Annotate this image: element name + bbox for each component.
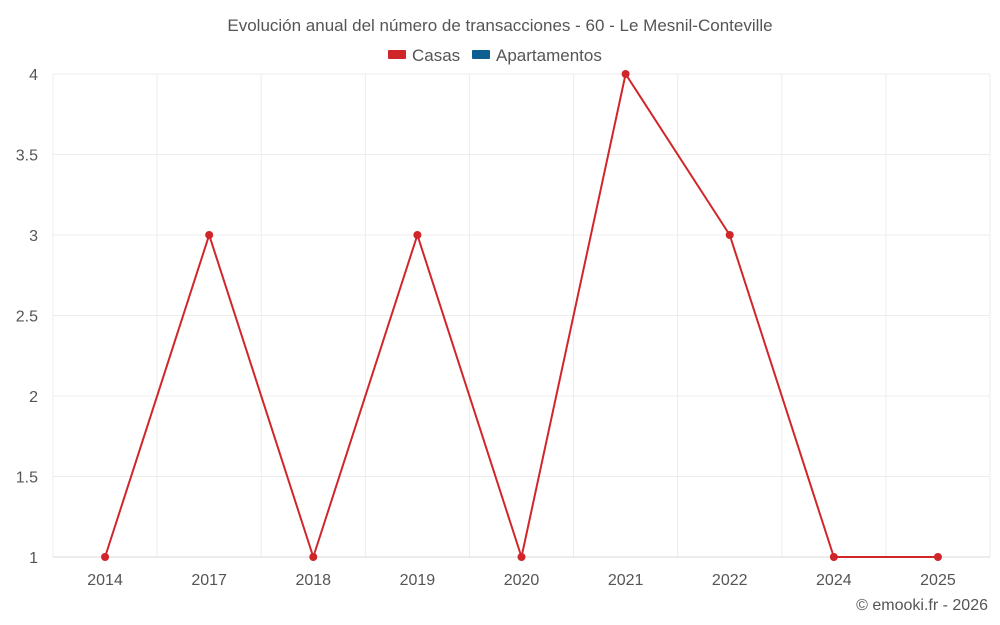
- legend-swatch-casas: [388, 50, 406, 59]
- x-axis: 2014 2017 2018 2019 2020 2021 2022 2024 2025: [53, 556, 990, 589]
- data-point-casas-2020[interactable]: [517, 553, 526, 561]
- legend-item-casas[interactable]: Casas: [388, 46, 460, 65]
- chart-title: Evolución anual del número de transaccio…: [227, 16, 772, 35]
- data-point-casas-2025[interactable]: [933, 553, 942, 561]
- data-point-casas-2018[interactable]: [309, 553, 318, 561]
- series-casas: [101, 70, 942, 561]
- x-tick-label: 2021: [608, 572, 644, 589]
- grid: [52, 73, 991, 558]
- data-point-casas-2022[interactable]: [725, 231, 734, 239]
- legend-label-casas: Casas: [412, 46, 460, 65]
- legend-item-apartamentos[interactable]: Apartamentos: [472, 46, 602, 65]
- credit: © emooki.fr - 2026: [856, 597, 988, 614]
- x-tick-label: 2014: [87, 572, 123, 589]
- legend-swatch-apartamentos: [472, 50, 490, 59]
- y-tick-label: 1.5: [16, 470, 38, 487]
- y-tick-label: 3.5: [16, 148, 38, 165]
- data-point-casas-2019[interactable]: [413, 231, 422, 239]
- x-tick-label: 2020: [504, 572, 540, 589]
- y-tick-label: 4: [29, 67, 38, 84]
- y-tick-label: 2: [29, 389, 38, 406]
- y-axis: 1 1.5 2 2.5 3 3.5 4: [16, 67, 38, 567]
- y-tick-label: 2.5: [16, 309, 38, 326]
- x-tick-label: 2022: [712, 572, 748, 589]
- y-tick-label: 1: [29, 550, 38, 567]
- legend-label-apartamentos: Apartamentos: [496, 46, 602, 65]
- x-tick-label: 2017: [191, 572, 227, 589]
- data-point-casas-2021[interactable]: [621, 70, 630, 78]
- legend: Casas Apartamentos: [388, 46, 602, 65]
- data-point-casas-2024[interactable]: [829, 553, 838, 561]
- x-tick-label: 2018: [295, 572, 331, 589]
- x-tick-label: 2024: [816, 572, 852, 589]
- x-tick-label: 2019: [400, 572, 436, 589]
- y-tick-label: 3: [29, 228, 38, 245]
- x-tick-label: 2025: [920, 572, 956, 589]
- data-point-casas-2017[interactable]: [205, 231, 214, 239]
- data-point-casas-2014[interactable]: [101, 553, 110, 561]
